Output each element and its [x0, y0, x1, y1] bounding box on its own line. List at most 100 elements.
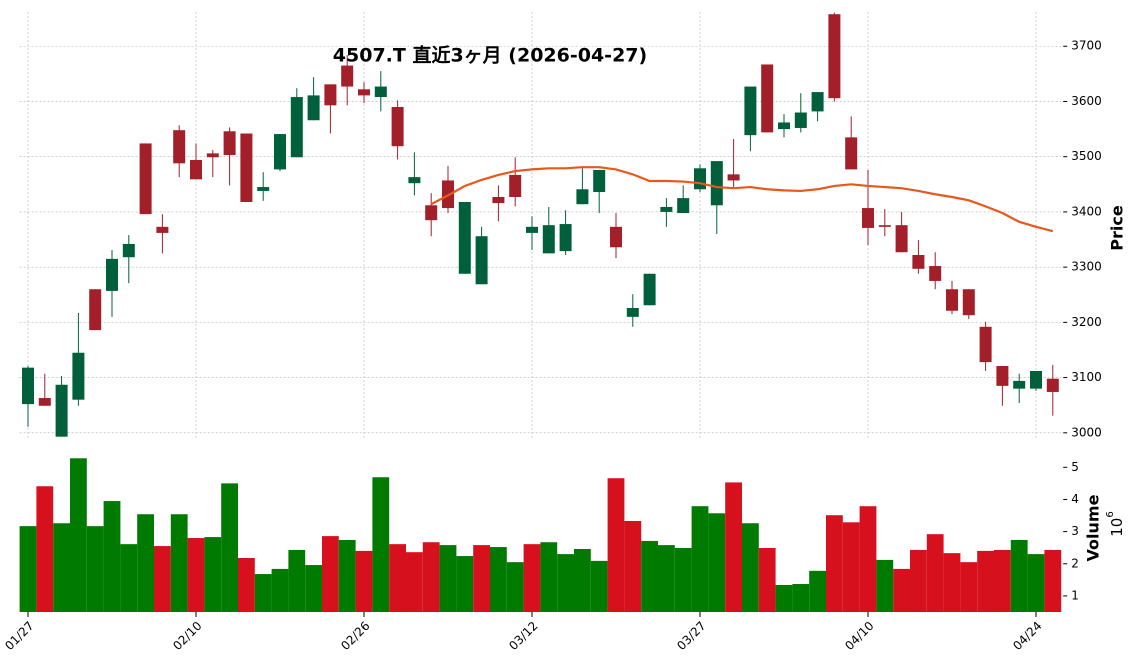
candle-body	[475, 236, 488, 285]
y2-unit: 106	[1105, 511, 1126, 536]
candle-body	[677, 198, 690, 214]
candle-body	[946, 289, 958, 311]
volume-bar	[355, 550, 373, 612]
candle-body	[122, 243, 135, 258]
chart-title: 4507.T 直近3ヶ月 (2026-04-27)	[333, 44, 647, 67]
candle-body	[290, 97, 303, 158]
candle-body	[72, 352, 85, 400]
candle-body	[106, 258, 118, 291]
volume-bar	[607, 478, 625, 612]
candle-body	[962, 289, 975, 316]
volume-bar	[187, 538, 205, 612]
candle-body	[492, 197, 505, 204]
volume-bar	[775, 584, 793, 612]
candle-body	[610, 226, 622, 248]
candle-body	[526, 226, 538, 233]
volume-bar	[19, 526, 37, 612]
volume-bar	[238, 557, 255, 612]
y-tick-label: 3400	[1071, 204, 1102, 218]
volume-bar	[70, 458, 87, 612]
moving-average-line	[430, 166, 1054, 233]
candle-body	[190, 160, 202, 180]
volume-bar	[523, 544, 541, 612]
volume-bar	[422, 542, 440, 612]
y2-tick-label: 4	[1071, 492, 1079, 506]
volume-bar	[389, 544, 406, 612]
volume-bar	[725, 482, 742, 612]
candle-body	[391, 106, 404, 147]
candle-body	[878, 225, 891, 227]
y2-tick-label: 3	[1071, 524, 1079, 538]
y-tick-label: 3500	[1071, 149, 1102, 163]
volume-bar	[977, 550, 994, 612]
volume-bar	[960, 562, 978, 612]
volume-bar	[708, 513, 726, 612]
volume-bar	[792, 584, 810, 612]
candle-body	[223, 131, 236, 156]
volume-bar	[758, 548, 776, 612]
candle-body	[912, 254, 925, 269]
candle-body	[206, 153, 219, 158]
y2-axis-label: Volume	[1084, 494, 1103, 561]
volume-bar	[557, 554, 574, 612]
volume-bar	[1010, 539, 1028, 612]
candle-body	[862, 208, 874, 228]
candle-body	[895, 225, 908, 253]
candle-body	[257, 187, 270, 191]
volume-bar	[372, 477, 390, 612]
volume-bar	[137, 514, 154, 612]
candle-body	[979, 326, 992, 363]
volume-bar	[910, 549, 927, 612]
volume-bar	[893, 568, 910, 612]
candle-body	[626, 308, 639, 317]
candle-body	[761, 64, 774, 133]
volume-bar	[154, 546, 171, 612]
candle-body	[509, 174, 522, 198]
volume-bar	[439, 545, 457, 612]
candle-body	[22, 367, 34, 405]
x-tick-label: 03/27	[674, 619, 708, 653]
y-tick-label: 3000	[1071, 425, 1102, 439]
candle-body	[139, 143, 152, 215]
candle-body	[710, 161, 723, 206]
candle-body	[727, 174, 740, 181]
candle-body	[929, 266, 942, 281]
volume-bar	[658, 545, 675, 612]
volume-bar	[742, 523, 759, 612]
volume-bar	[624, 520, 642, 612]
volume-bar	[540, 542, 558, 612]
y2-tick-label: 1	[1071, 588, 1079, 602]
volume-bar	[641, 540, 658, 612]
volume-bar	[1044, 549, 1062, 612]
volume-bar	[691, 506, 709, 612]
candle-body	[828, 14, 841, 99]
candle-body	[38, 398, 51, 406]
y-tick-label: 3700	[1071, 39, 1102, 53]
y-tick-label: 3600	[1071, 94, 1102, 108]
x-tick-label: 03/12	[506, 619, 540, 653]
candle-body	[593, 169, 606, 193]
volume-bar	[456, 556, 474, 612]
candle-body	[811, 92, 824, 112]
candle-body	[1030, 370, 1042, 389]
x-tick-label: 04/24	[1010, 619, 1044, 653]
volume-bar	[170, 514, 188, 612]
volume-bar	[406, 552, 423, 612]
candle-body	[173, 130, 186, 164]
volume-bar	[288, 549, 306, 612]
x-tick-label: 04/10	[842, 619, 876, 653]
x-tick-label: 01/27	[2, 619, 36, 653]
candle-body	[643, 273, 656, 306]
volume-bar	[1027, 554, 1045, 612]
y2-unit-base: 10	[1108, 518, 1126, 537]
plot: 3000 3100 3200 3300 3400 3500 3600 3700 1 2 3 4 5 01/…	[2, 12, 1102, 653]
volume-bar	[826, 515, 843, 612]
x-tick-label: 02/10	[170, 619, 204, 653]
candle-body	[307, 95, 320, 121]
volume-bar	[809, 570, 826, 612]
candle-body	[324, 84, 337, 106]
volume-bar	[876, 559, 894, 612]
candle-body	[156, 226, 169, 233]
volume-bar	[204, 537, 222, 612]
